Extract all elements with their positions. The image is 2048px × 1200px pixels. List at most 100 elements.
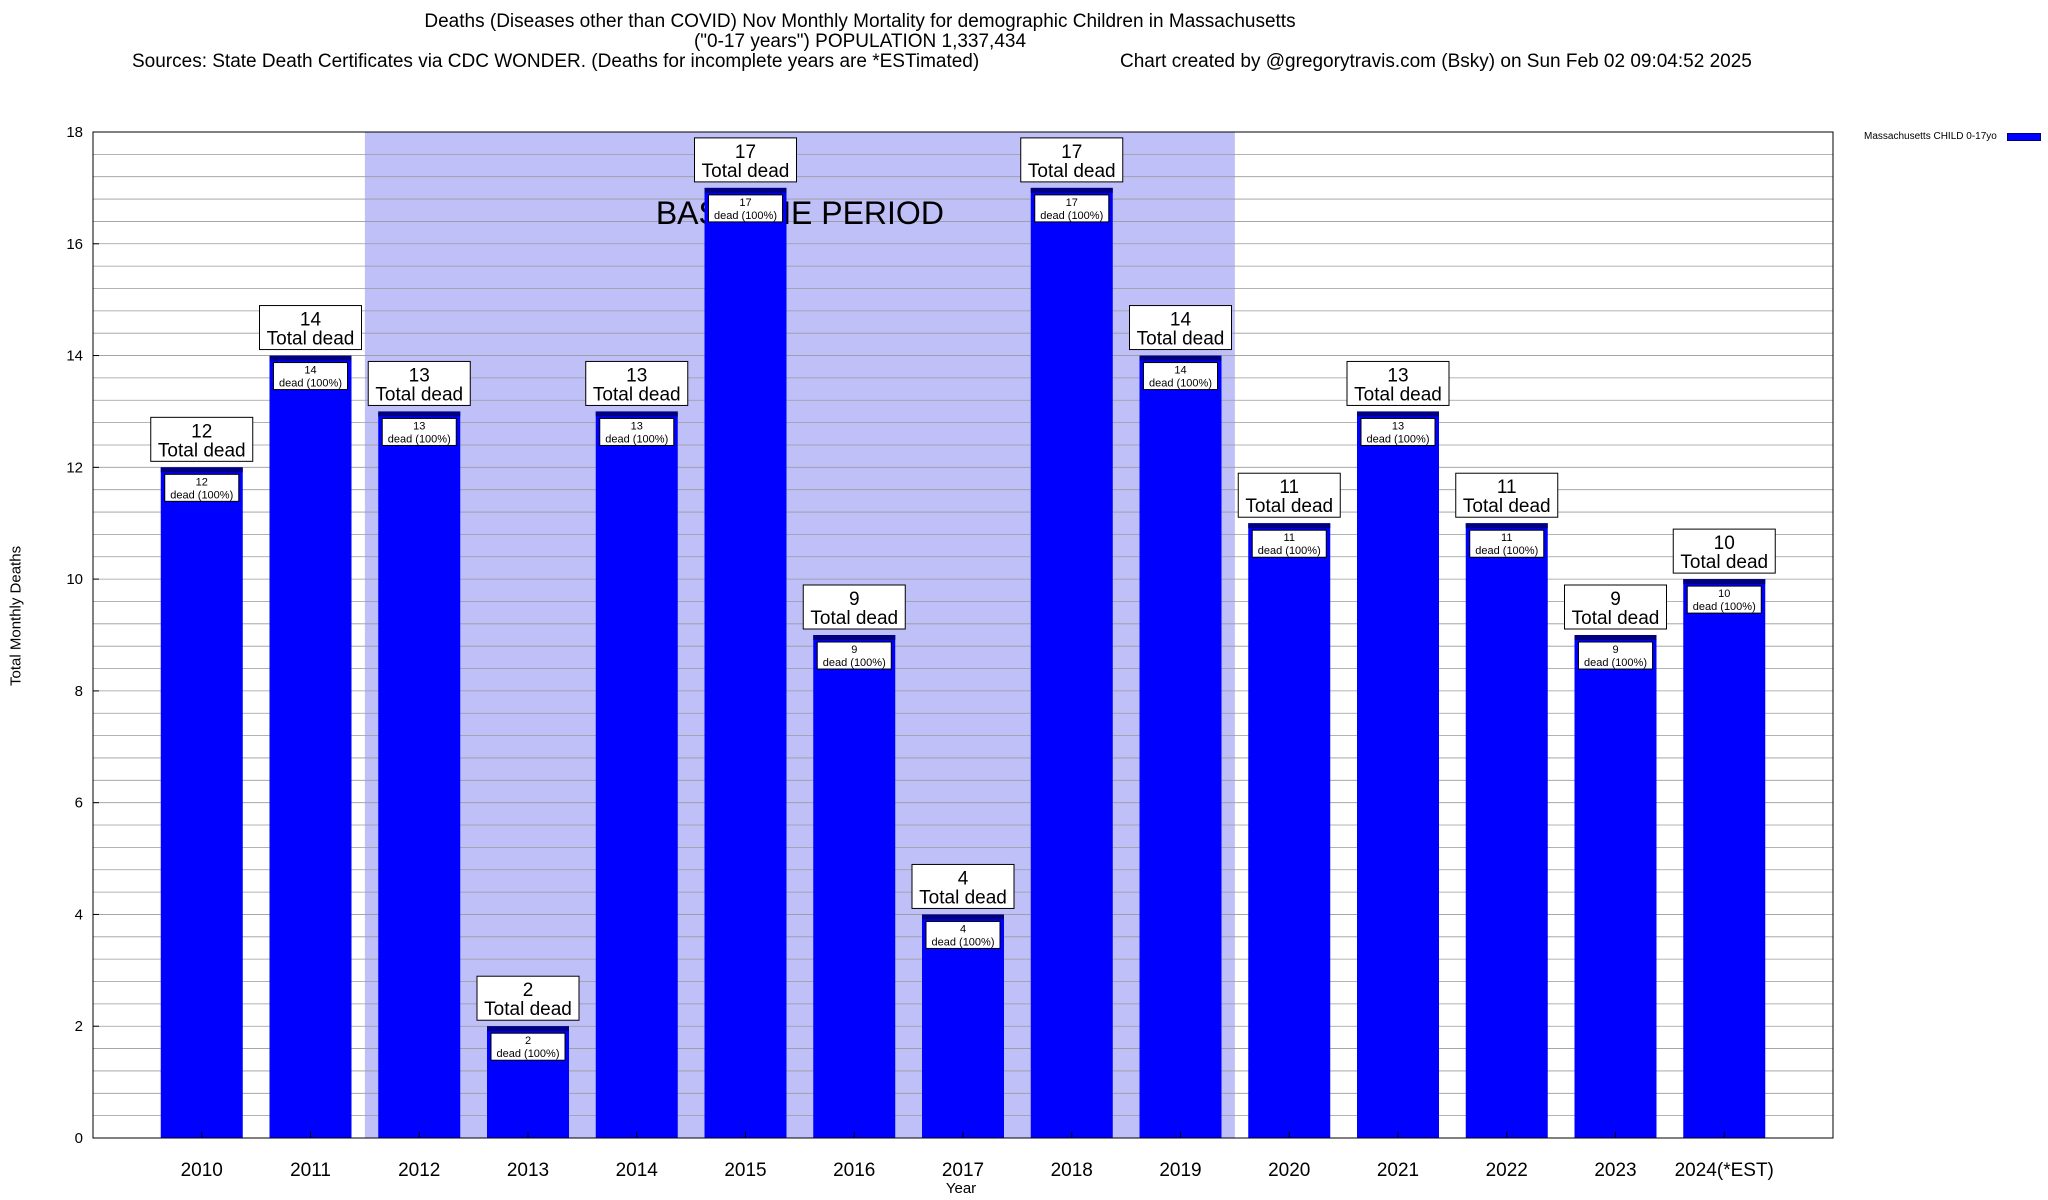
inner-value-label: 13 — [631, 420, 643, 432]
total-value-label: 2 — [523, 980, 534, 1001]
bar — [922, 914, 1004, 1138]
legend: Massachusetts CHILD 0-17yo — [1864, 131, 2041, 142]
total-value-label: 10 — [1714, 533, 1735, 554]
sources-row: Sources: State Death Certificates via CD… — [0, 51, 1752, 74]
x-tick-label: 2022 — [1486, 1160, 1528, 1181]
total-label-box — [367, 360, 471, 406]
y-tick-label: 16 — [66, 236, 83, 253]
bar-cap — [1574, 635, 1657, 640]
total-label-box — [1455, 472, 1559, 518]
total-label-box — [585, 360, 689, 406]
bar — [269, 355, 352, 1138]
total-text-label: Total dead — [1572, 608, 1660, 629]
total-label-box — [476, 975, 580, 1021]
inner-percent-label: dead (100%) — [1258, 545, 1321, 557]
inner-value-label: 2 — [525, 1035, 531, 1047]
total-label-box — [911, 863, 1015, 909]
total-text-label: Total dead — [484, 999, 572, 1020]
total-text-label: Total dead — [919, 887, 1007, 908]
bar-cap — [813, 635, 896, 640]
baseline-label: BASELINE PERIOD — [656, 195, 944, 231]
inner-label-box — [273, 362, 348, 391]
inner-value-label: 11 — [1501, 532, 1512, 544]
inner-percent-label: dead (100%) — [714, 210, 777, 222]
inner-label-box — [1251, 529, 1327, 558]
total-text-label: Total dead — [375, 384, 463, 405]
y-tick-label: 12 — [66, 459, 83, 476]
x-tick-label: 2014 — [616, 1160, 659, 1181]
x-tick-label: 2019 — [1159, 1160, 1201, 1181]
total-value-label: 9 — [849, 589, 860, 610]
inner-value-label: 9 — [851, 644, 857, 656]
x-tick-label: 2016 — [833, 1160, 875, 1181]
x-tick-label: 2020 — [1268, 1160, 1310, 1181]
total-label-box — [1346, 360, 1450, 406]
x-tick-label: 2011 — [290, 1160, 331, 1181]
inner-label-box — [490, 1032, 566, 1061]
total-label-box — [1564, 584, 1667, 630]
inner-percent-label: dead (100%) — [279, 378, 342, 390]
total-text-label: Total dead — [1137, 329, 1225, 350]
bar-cap — [704, 187, 787, 193]
total-text-label: Total dead — [1354, 384, 1442, 405]
total-value-label: 13 — [626, 365, 647, 386]
total-value-label: 17 — [735, 142, 756, 163]
x-tick-label: 2023 — [1594, 1160, 1636, 1181]
chart-title: Deaths (Diseases other than COVID) Nov M… — [424, 11, 1296, 32]
total-value-label: 13 — [409, 365, 430, 386]
bar — [1030, 187, 1113, 1138]
x-tick-label: 2012 — [398, 1160, 440, 1181]
y-tick-label: 14 — [66, 348, 83, 365]
inner-label-box — [1034, 194, 1110, 223]
bar-cap — [595, 411, 678, 417]
inner-value-label: 13 — [413, 420, 425, 432]
inner-label-box — [816, 641, 892, 670]
x-tick-label: 2021 — [1377, 1160, 1419, 1181]
y-tick-label: 6 — [75, 795, 83, 812]
bar-cap — [1683, 579, 1766, 585]
x-tick-label: 2024(*EST) — [1675, 1160, 1774, 1181]
bar — [160, 467, 243, 1138]
plot-frame — [92, 131, 1834, 1139]
y-tick-label: 2 — [75, 1018, 83, 1035]
inner-value-label: 17 — [739, 197, 751, 209]
chart-subtitle: ("0-17 years") POPULATION 1,337,434 — [693, 31, 1027, 52]
inner-percent-label: dead (100%) — [497, 1048, 560, 1060]
bar — [704, 187, 787, 1138]
total-text-label: Total dead — [1245, 496, 1333, 517]
legend-label: Massachusetts CHILD 0-17yo — [1864, 131, 1997, 142]
total-label-box — [1129, 305, 1232, 351]
inner-label-box — [1143, 362, 1218, 391]
total-value-label: 17 — [1061, 142, 1082, 163]
x-tick-label: 2017 — [942, 1160, 984, 1181]
y-tick-label: 8 — [75, 683, 83, 700]
total-value-label: 13 — [1387, 365, 1408, 386]
inner-percent-label: dead (100%) — [605, 433, 668, 445]
bar-cap — [1139, 355, 1222, 361]
total-text-label: Total dead — [1463, 496, 1551, 517]
total-text-label: Total dead — [702, 161, 790, 182]
inner-percent-label: dead (100%) — [170, 489, 233, 501]
total-label-box — [1020, 137, 1124, 183]
total-label-box — [150, 416, 254, 462]
bar — [813, 635, 896, 1138]
inner-label-box — [1578, 641, 1653, 670]
total-value-label: 9 — [1610, 589, 1621, 610]
inner-value-label: 11 — [1284, 532, 1295, 544]
total-label-box — [1237, 472, 1341, 518]
chart-sources: Sources: State Death Certificates via CD… — [132, 51, 980, 72]
inner-percent-label: dead (100%) — [1367, 433, 1430, 445]
bar — [1465, 523, 1548, 1138]
inner-percent-label: dead (100%) — [932, 936, 995, 948]
total-text-label: Total dead — [1680, 552, 1768, 573]
total-value-label: 14 — [1170, 310, 1192, 331]
total-text-label: Total dead — [267, 329, 355, 350]
y-tick-label: 0 — [75, 1130, 83, 1147]
inner-label-box — [1360, 417, 1436, 446]
inner-label-box — [381, 417, 457, 446]
inner-value-label: 14 — [304, 365, 316, 377]
bar-cap — [269, 355, 352, 361]
x-tick-label: 2015 — [724, 1160, 766, 1181]
inner-label-box — [925, 920, 1001, 949]
